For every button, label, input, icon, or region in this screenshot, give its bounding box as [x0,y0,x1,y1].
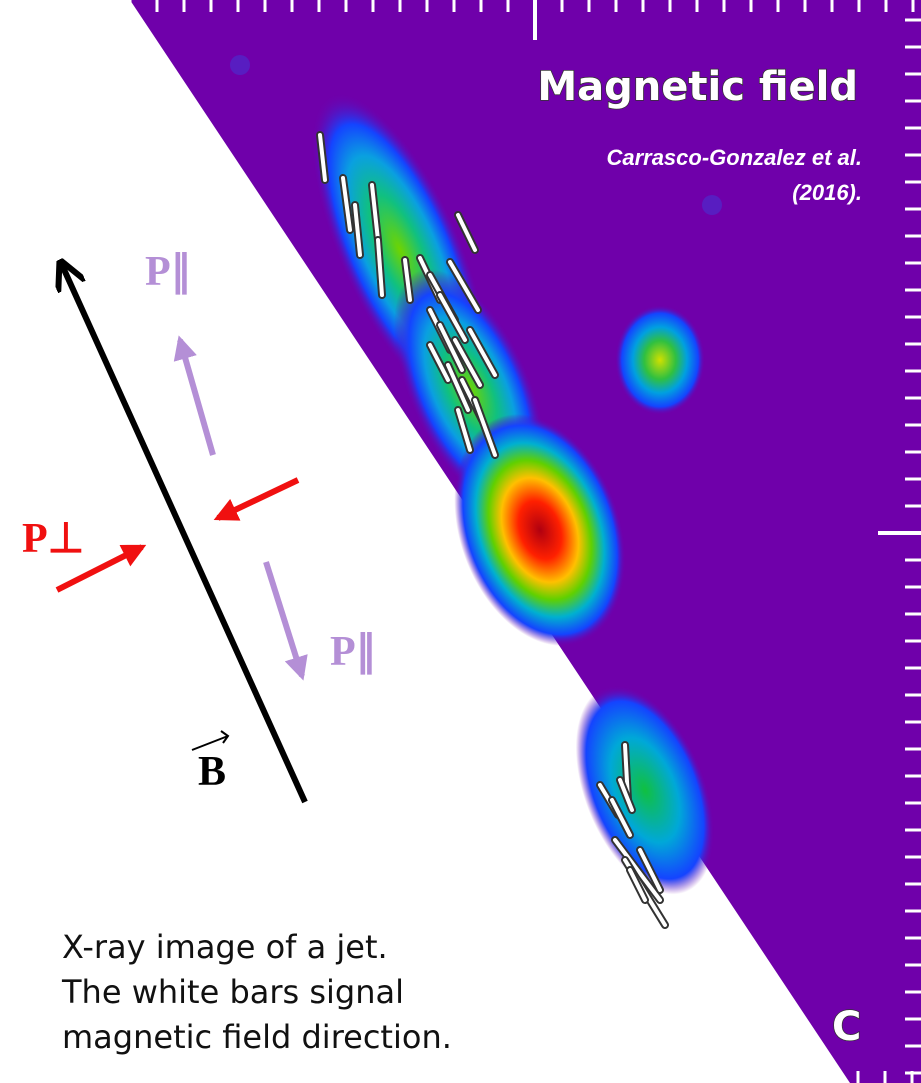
caption-line: X-ray image of a jet. [62,928,388,966]
knot [615,305,705,415]
panel-label: C [832,1004,861,1050]
field-label: B [198,749,226,795]
caption-line: The white bars signal [61,973,404,1011]
faint-source [702,195,722,215]
faint-source [230,55,250,75]
perpendicular-arrow [218,480,298,518]
p-parallel-label: P∥ [145,249,192,295]
panel-title: Magnetic field [537,64,858,110]
parallel-arrow [266,562,302,676]
p-parallel-label: P∥ [330,629,377,675]
p-perpendicular-label: P⊥ [22,516,84,562]
parallel-arrow [180,340,213,455]
citation: Carrasco-Gonzalez et al. [606,145,862,170]
figure: Magnetic field Carrasco-Gonzalez et al. … [0,0,921,1083]
vector-arrow [192,731,228,750]
caption-line: magnetic field direction. [62,1018,452,1056]
citation: (2016). [792,180,862,205]
